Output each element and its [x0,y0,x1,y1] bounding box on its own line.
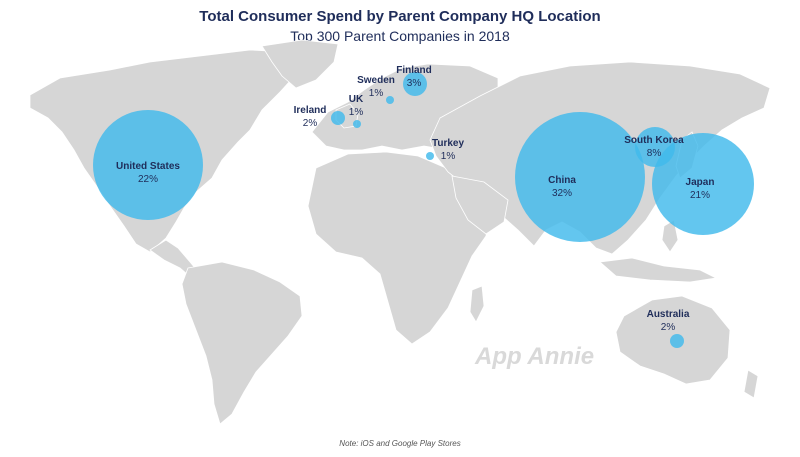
label-china: China 32% [548,175,576,199]
indonesia-land [599,257,718,283]
label-uk: UK 1% [348,94,364,118]
label-turkey: Turkey 1% [431,138,465,162]
data-bubbles [93,72,754,348]
map-title: Total Consumer Spend by Parent Company H… [199,8,601,25]
label-united-states: United States 22% [116,161,180,185]
bubble-ireland [331,111,345,125]
bubble-finland [403,72,427,96]
bubble-turkey [426,152,434,160]
arabia-land [451,175,509,235]
new-zealand-land [743,369,759,399]
map-subtitle: Top 300 Parent Companies in 2018 [290,28,510,44]
label-finland: Finland 3% [396,65,432,89]
label-sweden: Sweden 1% [357,75,395,99]
land-masses [29,39,771,425]
app-annie-watermark: App Annie [475,343,595,370]
label-south-korea: South Korea 8% [624,135,684,159]
bubble-sweden [386,96,394,104]
label-japan: Japan 21% [685,177,715,201]
bubble-uk [353,120,361,128]
bubble-united-states [93,110,203,220]
bubble-australia [670,334,684,348]
bubble-china [515,112,645,242]
footnote: Note: iOS and Google Play Stores [339,439,461,448]
label-ireland: Ireland 2% [293,105,327,129]
greenland-land [261,39,339,89]
south-america-land [181,261,303,425]
bubble-japan [652,133,754,235]
label-australia: Australia 2% [646,309,690,333]
bubble-south-korea [635,127,675,167]
africa-land [307,151,491,345]
madagascar-land [469,285,485,323]
